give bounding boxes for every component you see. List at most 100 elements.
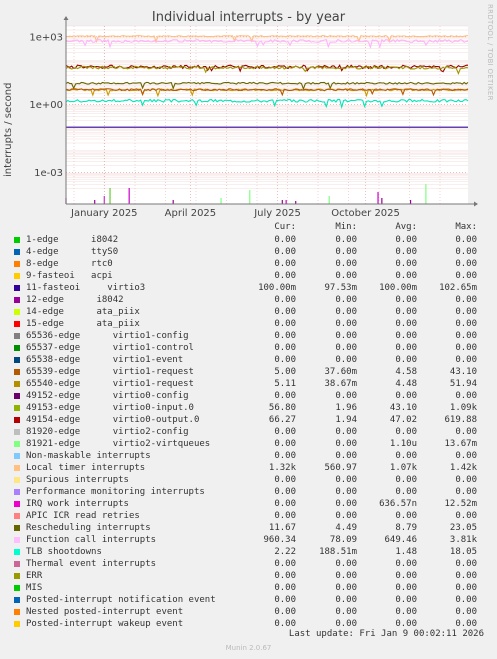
legend-swatch [14,513,20,519]
legend-cur-value: 0.00 [274,235,296,245]
legend-avg-value: 649.46 [384,535,417,545]
legend-cur-value: 100.00m [258,283,296,293]
legend-label: 4-edge ttyS0 [26,247,119,257]
legend-avg-value: 0.00 [395,319,417,329]
legend-avg-value: 0.00 [395,511,417,521]
legend-swatch [14,321,20,327]
legend-swatch [14,621,20,627]
legend-min-value: 0.00 [335,235,357,245]
legend-max-value: 0.00 [455,295,477,305]
legend-cur-value: 2.22 [274,547,296,557]
legend-cur-value: 960.34 [263,535,296,545]
legend-row: 65538-edge virtio1-event 0.00 0.00 0.00 0.00 [0,354,497,366]
legend-cur-value: 0.00 [274,355,296,365]
legend-label: 81921-edge virtio2-virtqueues [26,439,211,449]
legend-max-value: 43.10 [449,367,477,377]
legend-max-value: 51.94 [449,379,477,389]
legend-label: Posted-interrupt notification event [26,595,216,605]
legend-label: Thermal event interrupts [26,559,157,569]
legend-avg-value: 1.07k [389,463,417,473]
legend-avg-value: 0.00 [395,559,417,569]
legend-swatch [14,537,20,543]
legend-cur-value: 0.00 [274,583,296,593]
last-update: Last update: Fri Jan 9 00:02:11 2026 [288,629,484,639]
series-line [65,34,469,44]
legend-swatch [14,561,20,567]
legend-header-max: Max: [455,222,477,232]
legend-label: Performance monitoring interrupts [26,487,205,497]
legend-cur-value: 0.00 [274,451,296,461]
legend-max-value: 0.00 [455,619,477,629]
legend-row: 65539-edge virtio1-request 5.00 37.60m 4.58… [0,366,497,378]
legend-swatch [14,297,20,303]
legend-row: Spurious interrupts 0.00 0.00 0.00 0.00 [0,474,497,486]
legend-swatch [14,333,20,339]
legend-cur-value: 0.00 [274,559,296,569]
series-line [65,98,469,110]
legend-row: TLB shootdowns 2.22 188.51m 1.48 18.05 [0,546,497,558]
y-tick-label: 1e+03 [29,32,63,43]
legend-swatch [14,525,20,531]
legend-max-value: 0.00 [455,487,477,497]
legend-min-value: 560.97 [324,463,357,473]
munin-version: Munin 2.0.67 [225,644,272,652]
legend-min-value: 0.00 [335,343,357,353]
legend-max-value: 0.00 [455,247,477,257]
legend-cur-value: 0.00 [274,475,296,485]
legend-max-value: 0.00 [455,271,477,281]
legend-label: 1-edge i8042 [26,235,119,245]
legend-label: Rescheduling interrupts [26,523,151,533]
legend-avg-value: 0.00 [395,331,417,341]
legend-max-value: 0.00 [455,559,477,569]
legend-min-value: 37.60m [324,367,357,377]
legend-cur-value: 0.00 [274,331,296,341]
legend-min-value: 0.00 [335,475,357,485]
legend-row: 12-edge i8042 0.00 0.00 0.00 0.00 [0,294,497,306]
legend-max-value: 0.00 [455,427,477,437]
legend-max-value: 13.67m [444,439,477,449]
series-line [65,81,469,91]
legend-label: 65536-edge virtio1-config [26,331,189,341]
legend-avg-value: 4.58 [395,367,417,377]
legend-cur-value: 0.00 [274,595,296,605]
legend-swatch [14,417,20,423]
legend-avg-value: 4.48 [395,379,417,389]
legend-avg-value: 1.10u [389,439,417,449]
legend-max-value: 0.00 [455,307,477,317]
legend-swatch [14,573,20,579]
legend-label: 11-fasteoi virtio3 [26,283,146,293]
legend-min-value: 1.94 [335,415,357,425]
legend-cur-value: 0.00 [274,295,296,305]
legend-avg-value: 0.00 [395,355,417,365]
legend-avg-value: 0.00 [395,295,417,305]
legend-label: Function call interrupts [26,535,157,545]
legend-cur-value: 0.00 [274,391,296,401]
legend-swatch [14,357,20,363]
legend-row: Performance monitoring interrupts 0.00 0.0… [0,486,497,498]
chart-title: Individual interrupts - by year [151,10,346,25]
legend-max-value: 102.65m [439,283,477,293]
legend-swatch [14,345,20,351]
legend-avg-value: 0.00 [395,343,417,353]
legend-min-value: 0.00 [335,583,357,593]
legend-max-value: 0.00 [455,607,477,617]
series-line [65,88,469,97]
x-tick-label: April 2025 [165,208,216,219]
legend-avg-value: 0.00 [395,583,417,593]
series-line [65,38,469,50]
legend-max-value: 0.00 [455,475,477,485]
legend-min-value: 38.67m [324,379,357,389]
series-line [65,65,469,75]
legend-max-value: 0.00 [455,343,477,353]
legend-row: 81921-edge virtio2-virtqueues 0.00 0.00 1.1… [0,438,497,450]
legend-max-value: 0.00 [455,511,477,521]
legend-label: 12-edge i8042 [26,295,124,305]
legend-row: 65537-edge virtio1-control 0.00 0.00 0.00 0.… [0,342,497,354]
legend-max-value: 1.09k [449,403,477,413]
legend-cur-value: 0.00 [274,439,296,449]
legend-cur-value: 0.00 [274,619,296,629]
legend-row: 9-fasteoi acpi 0.00 0.00 0.00 0.00 [0,270,497,282]
legend-label: APIC ICR read retries [26,511,140,521]
legend-label: Posted-interrupt wakeup event [26,619,184,629]
legend-max-value: 0.00 [455,595,477,605]
